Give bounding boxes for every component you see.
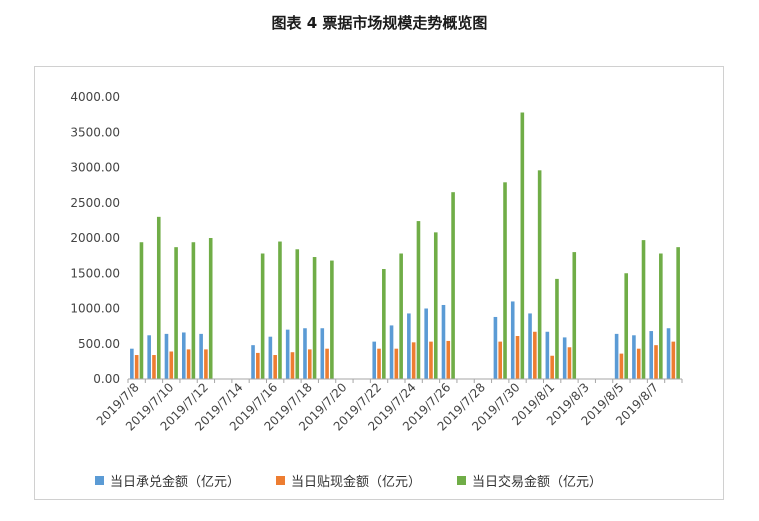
bar <box>377 348 381 379</box>
bar <box>528 313 532 379</box>
bar <box>295 249 300 379</box>
bar <box>429 341 433 379</box>
bar <box>290 352 295 379</box>
bar <box>199 333 203 379</box>
bar <box>382 269 386 379</box>
legend-item-discount[interactable]: 当日贴现金额（亿元） <box>276 471 421 490</box>
bar <box>273 355 277 379</box>
bar <box>659 253 663 379</box>
bar <box>191 242 196 379</box>
bar <box>307 349 312 379</box>
bar <box>152 355 156 379</box>
legend-item-acceptance[interactable]: 当日承兑金额（亿元） <box>95 471 240 490</box>
legend-swatch-trade <box>457 476 467 485</box>
bar <box>399 253 403 379</box>
chart-frame <box>34 66 724 500</box>
y-tick-label: 4000.00 <box>70 90 120 104</box>
bar <box>411 342 416 379</box>
bar <box>251 345 255 379</box>
y-tick-label: 1000.00 <box>70 302 120 316</box>
legend-label-acceptance: 当日承兑金额（亿元） <box>110 475 241 490</box>
bar <box>550 355 554 379</box>
bar <box>545 331 550 379</box>
bar <box>510 301 515 379</box>
bar <box>572 252 577 379</box>
bar <box>451 192 455 379</box>
bar <box>186 349 191 379</box>
bar <box>533 331 537 379</box>
bar <box>407 313 411 379</box>
y-tick-label: 2500.00 <box>70 196 120 210</box>
bar <box>278 241 282 379</box>
bar <box>498 341 503 379</box>
bar <box>555 278 559 379</box>
bar <box>260 253 265 379</box>
bar <box>394 348 399 379</box>
bar <box>515 336 520 379</box>
y-tick-label: 3500.00 <box>70 125 120 139</box>
bar <box>312 257 317 379</box>
bar <box>256 352 260 379</box>
bar <box>174 247 178 379</box>
bar <box>164 333 169 379</box>
bar <box>424 308 428 379</box>
bar <box>520 112 525 379</box>
y-tick-label: 1500.00 <box>70 266 120 280</box>
bar <box>641 240 646 379</box>
bar <box>156 216 161 379</box>
bar <box>130 348 134 379</box>
bar <box>268 336 273 379</box>
legend: 当日承兑金额（亿元） 当日贴现金额（亿元） 当日交易金额（亿元） <box>95 471 602 490</box>
legend-item-trade[interactable]: 当日交易金额（亿元） <box>457 471 602 490</box>
bar <box>619 353 624 379</box>
legend-swatch-acceptance <box>95 476 104 485</box>
bar <box>632 335 636 379</box>
bar <box>389 325 394 379</box>
y-tick-label: 2000.00 <box>70 231 120 245</box>
bar <box>666 328 671 379</box>
bar <box>320 328 325 379</box>
legend-label-trade: 当日交易金额（亿元） <box>472 475 603 490</box>
bar <box>169 351 174 379</box>
bar <box>446 340 451 379</box>
bar <box>372 341 377 379</box>
bar <box>181 332 186 379</box>
bar <box>208 238 213 379</box>
y-tick-label: 0.00 <box>93 372 120 386</box>
bar <box>285 329 290 379</box>
bar <box>636 348 641 379</box>
y-tick-label: 500.00 <box>78 337 120 351</box>
bar <box>624 273 629 379</box>
bar <box>441 304 446 379</box>
legend-label-discount: 当日贴现金额（亿元） <box>291 475 422 490</box>
bar <box>537 170 542 379</box>
bar <box>567 347 572 379</box>
bar <box>303 328 307 379</box>
bar <box>416 221 421 379</box>
bar <box>433 232 438 379</box>
bar <box>139 242 144 379</box>
bar <box>671 341 676 379</box>
chart-title: 图表 4 票据市场规模走势概览图 <box>271 14 488 32</box>
bar <box>654 345 658 379</box>
bar <box>330 260 334 379</box>
bar <box>614 333 619 379</box>
bar <box>204 349 208 379</box>
bar <box>562 337 567 379</box>
bar <box>676 247 680 379</box>
y-tick-label: 3000.00 <box>70 161 120 175</box>
bar <box>493 316 498 379</box>
bar <box>134 355 139 379</box>
bar <box>649 331 654 379</box>
bar <box>503 182 507 379</box>
bar <box>147 335 151 379</box>
legend-swatch-discount <box>276 476 286 485</box>
bar <box>325 348 329 379</box>
